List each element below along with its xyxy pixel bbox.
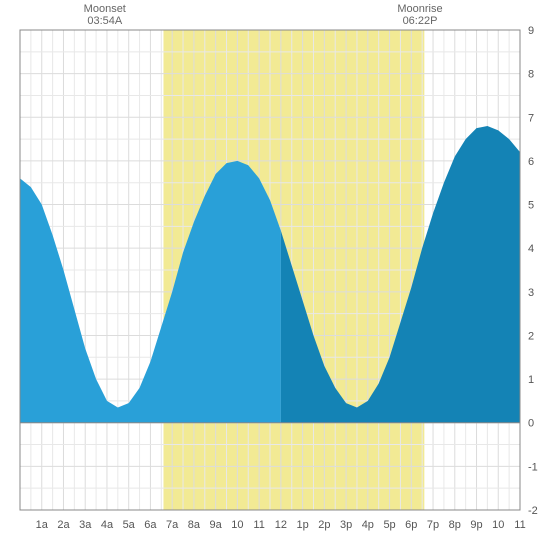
x-tick-label: 7a <box>166 519 179 531</box>
y-tick-label: 3 <box>528 287 534 299</box>
y-tick-label: 7 <box>528 112 534 124</box>
x-tick-label: 7p <box>427 519 439 531</box>
y-tick-label: 0 <box>528 418 534 430</box>
x-tick-label: 10 <box>492 519 504 531</box>
x-tick-label: 4p <box>362 519 374 531</box>
x-tick-label: 2p <box>318 519 330 531</box>
y-tick-label: 6 <box>528 156 534 168</box>
x-tick-label: 11 <box>514 519 525 531</box>
x-tick-label: 9a <box>210 519 223 531</box>
y-tick-label: 4 <box>528 243 534 255</box>
x-tick-label: 6a <box>144 519 157 531</box>
x-tick-label: 3p <box>340 519 352 531</box>
tide-chart-svg: 1a2a3a4a5a6a7a8a9a1011121p2p3p4p5p6p7p8p… <box>0 0 550 550</box>
x-tick-label: 1a <box>36 519 49 531</box>
x-tick-label: 3a <box>79 519 92 531</box>
tide-chart: 1a2a3a4a5a6a7a8a9a1011121p2p3p4p5p6p7p8p… <box>0 0 550 550</box>
y-tick-label: 9 <box>528 25 534 37</box>
y-tick-label: -1 <box>528 461 538 473</box>
y-tick-label: 5 <box>528 200 534 212</box>
moonrise-label: Moonrise <box>397 3 442 15</box>
moonrise-time: 06:22P <box>403 15 438 27</box>
y-tick-label: 2 <box>528 330 534 342</box>
x-tick-label: 8p <box>449 519 461 531</box>
x-tick-label: 10 <box>231 519 243 531</box>
x-tick-label: 8a <box>188 519 201 531</box>
moonset-time: 03:54A <box>87 15 123 27</box>
moonset-label: Moonset <box>84 3 126 15</box>
x-tick-label: 9p <box>470 519 482 531</box>
x-tick-label: 12 <box>275 519 287 531</box>
x-tick-label: 5a <box>123 519 136 531</box>
x-tick-label: 2a <box>57 519 70 531</box>
y-tick-label: -2 <box>528 505 538 517</box>
y-tick-label: 8 <box>528 69 534 81</box>
y-tick-label: 1 <box>528 374 534 386</box>
x-tick-label: 1p <box>296 519 308 531</box>
x-tick-label: 5p <box>383 519 395 531</box>
x-tick-label: 4a <box>101 519 114 531</box>
x-tick-label: 11 <box>253 519 264 531</box>
x-tick-label: 6p <box>405 519 417 531</box>
